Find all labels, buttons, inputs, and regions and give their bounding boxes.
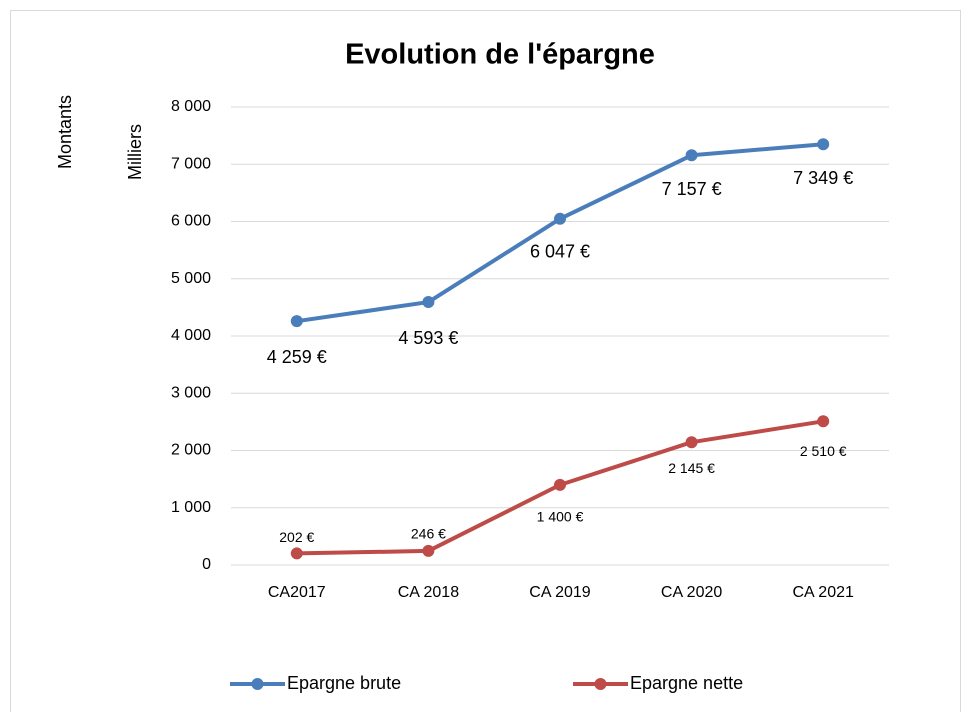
x-tick-label: CA2017 <box>268 584 326 601</box>
data-label: 202 € <box>279 529 314 545</box>
data-label: 1 400 € <box>537 509 584 525</box>
data-label: 2 145 € <box>668 460 715 476</box>
data-label: 6 047 € <box>530 242 590 262</box>
x-tick-label: CA 2018 <box>398 584 459 601</box>
y-tick-label: 8 000 <box>171 98 211 115</box>
legend-marker <box>594 678 607 690</box>
legend-label: Epargne nette <box>630 673 743 693</box>
y-tick-label: 2 000 <box>171 442 211 459</box>
y-tick-label: 1 000 <box>171 499 211 516</box>
y-tick-label: 7 000 <box>171 155 211 172</box>
y-tick-label: 0 <box>202 556 211 573</box>
data-label: 246 € <box>411 526 446 542</box>
y-unit-label: Milliers <box>125 124 145 180</box>
chart-border <box>10 10 961 712</box>
data-point <box>554 478 566 491</box>
data-point <box>290 547 303 560</box>
y-tick-label: 3 000 <box>171 384 211 401</box>
data-point <box>817 138 830 151</box>
data-point <box>817 415 830 428</box>
data-point <box>422 296 435 309</box>
data-label: 7 349 € <box>793 168 853 188</box>
chart-title: Evolution de l'épargne <box>345 39 655 71</box>
x-tick-label: CA 2021 <box>793 584 854 601</box>
data-point <box>290 315 303 328</box>
x-tick-label: CA 2019 <box>529 584 590 601</box>
y-tick-label: 4 000 <box>171 327 211 344</box>
y-tick-label: 5 000 <box>171 270 211 287</box>
data-point <box>422 544 435 557</box>
data-point <box>685 149 698 162</box>
data-point <box>685 436 698 449</box>
data-label: 7 157 € <box>662 179 722 199</box>
data-label: 4 593 € <box>398 328 458 348</box>
data-label: 2 510 € <box>800 443 847 459</box>
x-tick-label: CA 2020 <box>661 584 722 601</box>
y-axis-label: Montants <box>55 95 75 169</box>
legend-marker <box>251 678 264 690</box>
y-tick-label: 6 000 <box>171 213 211 230</box>
data-label: 4 259 € <box>267 347 327 367</box>
data-point <box>554 212 566 225</box>
legend-label: Epargne brute <box>287 673 401 693</box>
